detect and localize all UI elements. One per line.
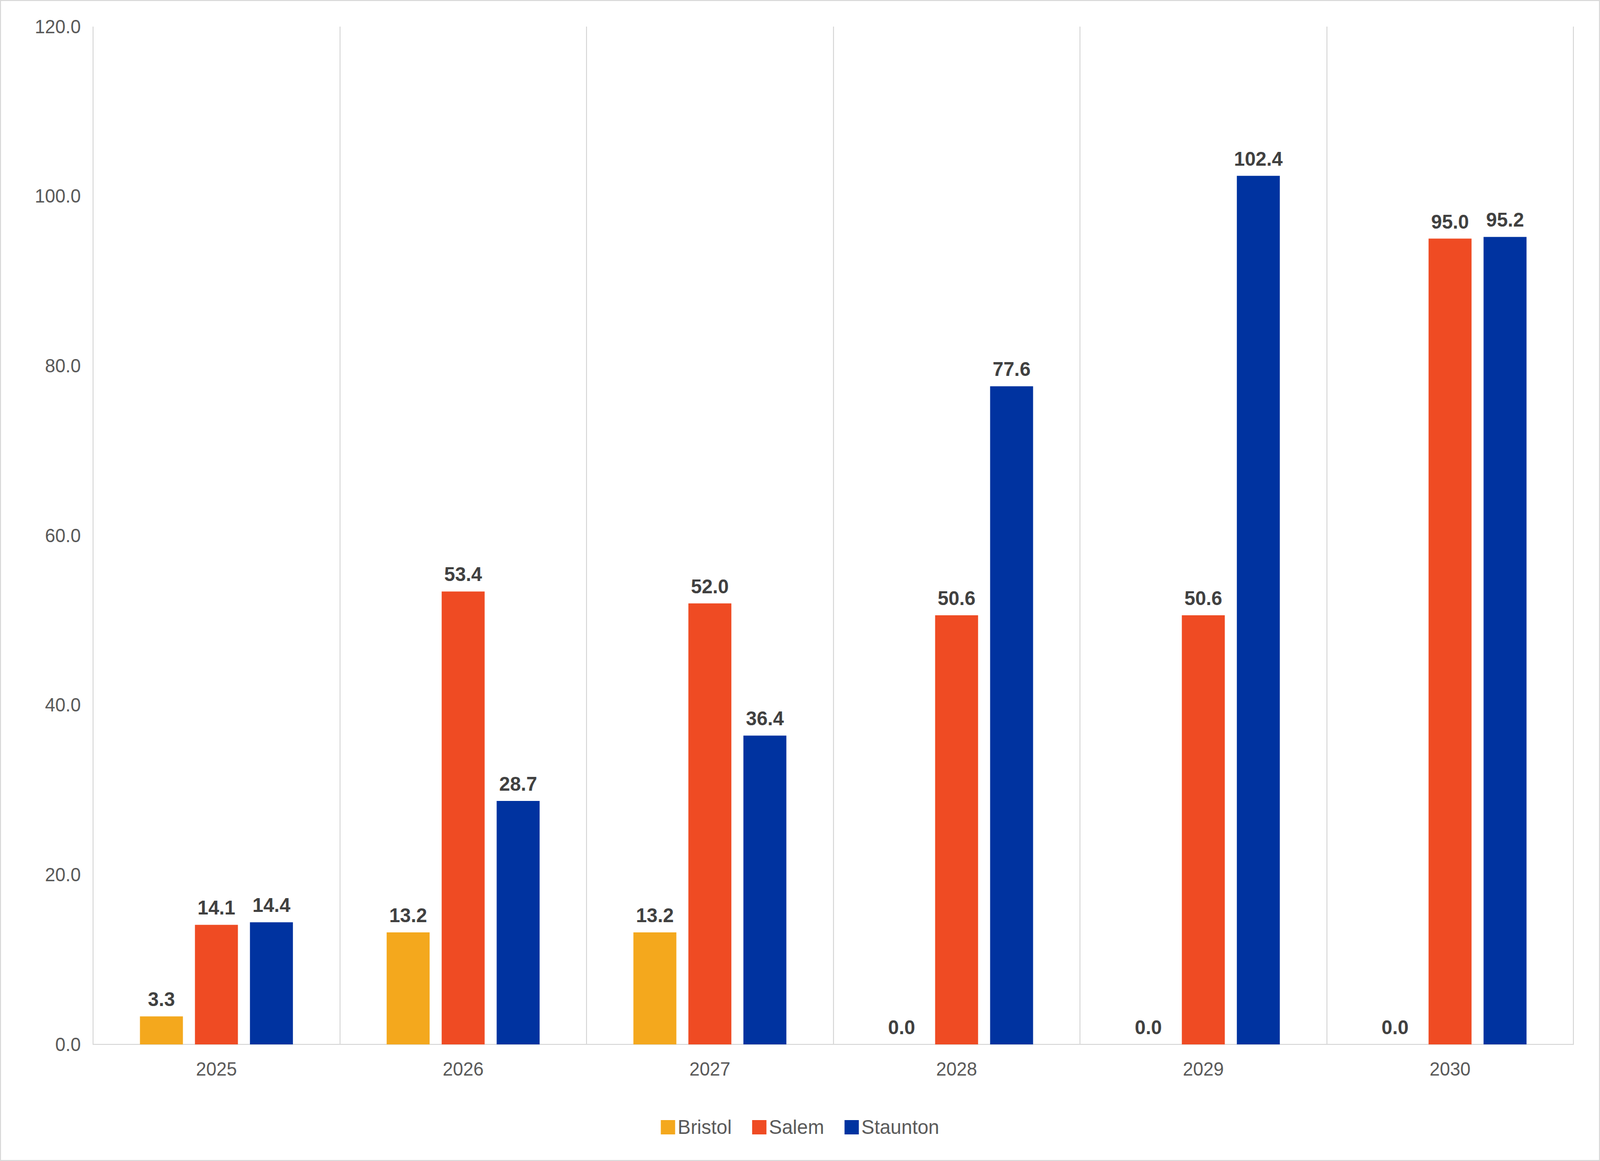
svg-text:100.0: 100.0 — [34, 185, 81, 207]
svg-text:28.7: 28.7 — [499, 773, 537, 795]
svg-text:2027: 2027 — [689, 1058, 731, 1080]
svg-text:50.6: 50.6 — [1184, 587, 1223, 610]
svg-text:14.1: 14.1 — [197, 896, 236, 919]
svg-text:2029: 2029 — [1182, 1058, 1224, 1080]
svg-text:0.0: 0.0 — [1134, 1016, 1162, 1039]
svg-text:52.0: 52.0 — [690, 575, 729, 598]
svg-text:13.2: 13.2 — [389, 904, 427, 927]
svg-text:2028: 2028 — [936, 1058, 978, 1080]
svg-text:50.6: 50.6 — [937, 587, 976, 610]
svg-text:77.6: 77.6 — [992, 358, 1031, 380]
svg-text:95.0: 95.0 — [1431, 211, 1470, 233]
svg-text:13.2: 13.2 — [636, 904, 674, 927]
svg-text:0.0: 0.0 — [55, 1033, 81, 1055]
svg-text:36.4: 36.4 — [746, 707, 784, 730]
svg-text:Salem: Salem — [769, 1116, 825, 1138]
svg-text:3.3: 3.3 — [147, 988, 175, 1010]
svg-text:102.4: 102.4 — [1233, 148, 1283, 170]
svg-text:120.0: 120.0 — [34, 16, 81, 38]
svg-text:14.4: 14.4 — [252, 894, 291, 916]
svg-text:2025: 2025 — [195, 1058, 237, 1080]
svg-text:Bristol: Bristol — [677, 1116, 732, 1138]
svg-text:53.4: 53.4 — [444, 563, 483, 585]
svg-text:95.2: 95.2 — [1485, 209, 1524, 231]
svg-text:60.0: 60.0 — [44, 525, 81, 547]
svg-text:0.0: 0.0 — [1381, 1016, 1409, 1039]
svg-text:2026: 2026 — [442, 1058, 484, 1080]
svg-text:40.0: 40.0 — [44, 694, 81, 716]
svg-text:Staunton: Staunton — [861, 1116, 940, 1138]
svg-text:0.0: 0.0 — [888, 1016, 916, 1039]
svg-text:20.0: 20.0 — [44, 864, 81, 886]
svg-text:2030: 2030 — [1429, 1058, 1471, 1080]
svg-text:80.0: 80.0 — [44, 355, 81, 377]
